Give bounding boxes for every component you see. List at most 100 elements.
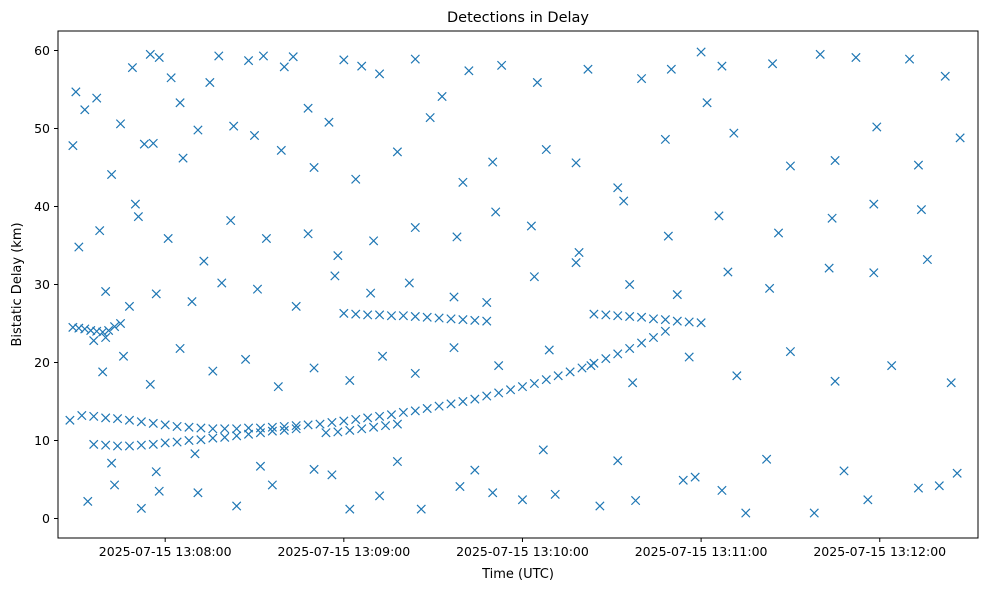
data-point	[678, 475, 688, 485]
data-point	[488, 157, 498, 167]
data-point	[613, 183, 623, 193]
data-point	[636, 73, 647, 84]
data-point	[717, 61, 727, 71]
data-point	[65, 415, 75, 425]
data-point	[455, 481, 465, 492]
data-point	[243, 56, 254, 66]
data-point	[112, 441, 123, 451]
data-point	[309, 363, 319, 373]
data-point	[741, 508, 751, 518]
data-point	[249, 130, 260, 141]
data-point	[95, 226, 105, 236]
data-point	[517, 382, 528, 392]
data-point	[410, 222, 420, 233]
data-point	[374, 310, 385, 320]
data-point	[830, 376, 840, 386]
data-point	[934, 481, 944, 491]
data-point	[172, 421, 182, 432]
data-point	[345, 504, 355, 514]
data-point	[577, 363, 587, 373]
data-point	[89, 336, 99, 346]
data-point	[89, 411, 99, 421]
data-point	[109, 480, 120, 490]
data-point	[357, 61, 367, 71]
data-point	[193, 488, 203, 498]
data-point	[232, 424, 242, 434]
data-point	[809, 508, 819, 518]
data-point	[240, 354, 251, 365]
data-point	[127, 63, 138, 73]
data-point	[571, 258, 581, 268]
data-point	[887, 360, 897, 371]
data-point	[684, 352, 694, 362]
data-point	[214, 51, 224, 61]
data-point	[267, 422, 277, 432]
data-point	[327, 470, 337, 480]
data-point	[124, 415, 135, 425]
data-point	[529, 272, 539, 282]
data-point	[851, 52, 861, 63]
data-point	[660, 314, 671, 325]
data-point	[458, 314, 468, 325]
y-tick-label: 50	[34, 121, 50, 136]
data-point	[196, 423, 206, 433]
data-point	[434, 313, 444, 323]
y-tick-label: 20	[34, 355, 50, 370]
data-point	[154, 52, 164, 63]
data-point	[672, 290, 682, 300]
data-point	[83, 496, 93, 506]
data-point	[98, 327, 108, 337]
data-point	[255, 423, 266, 433]
chart-title: Detections in Delay	[447, 10, 589, 26]
data-point	[482, 316, 492, 326]
data-point	[702, 98, 712, 108]
data-point	[145, 379, 155, 389]
data-point	[175, 98, 185, 108]
data-point	[291, 421, 301, 431]
data-point	[916, 204, 927, 215]
data-point	[526, 221, 537, 231]
data-point	[565, 367, 575, 377]
data-point	[345, 375, 355, 386]
data-point	[368, 422, 379, 432]
y-axis: 0 10 20 30 40 50 60	[34, 43, 58, 526]
data-point	[208, 366, 218, 376]
data-point	[660, 326, 671, 336]
data-point	[145, 49, 155, 60]
data-point	[77, 410, 87, 421]
data-point	[625, 311, 635, 322]
data-point	[595, 501, 605, 511]
data-point	[115, 119, 126, 129]
data-point	[124, 301, 135, 311]
data-point	[377, 351, 388, 361]
data-point	[574, 247, 584, 258]
data-point	[101, 332, 111, 343]
data-point	[365, 288, 376, 298]
data-point	[273, 382, 283, 392]
data-point	[869, 268, 879, 278]
data-point	[80, 105, 90, 115]
data-point	[410, 311, 420, 322]
data-point	[583, 64, 593, 74]
data-point	[226, 215, 236, 226]
data-point	[178, 153, 188, 163]
data-point	[663, 231, 673, 241]
data-point	[303, 229, 313, 239]
data-point	[827, 213, 837, 223]
data-point	[154, 486, 164, 496]
data-point	[666, 64, 676, 74]
data-point	[190, 449, 200, 459]
data-point	[586, 360, 596, 371]
data-point	[309, 162, 319, 173]
data-point	[89, 439, 99, 450]
data-point	[482, 297, 492, 308]
data-point	[380, 421, 391, 431]
data-point	[291, 301, 301, 311]
data-point	[550, 489, 560, 499]
data-point	[258, 51, 269, 61]
data-point	[497, 60, 507, 70]
x-tick-label: 2025-07-15 13:12:00	[813, 544, 946, 559]
data-point	[761, 454, 772, 464]
data-point	[437, 91, 447, 102]
